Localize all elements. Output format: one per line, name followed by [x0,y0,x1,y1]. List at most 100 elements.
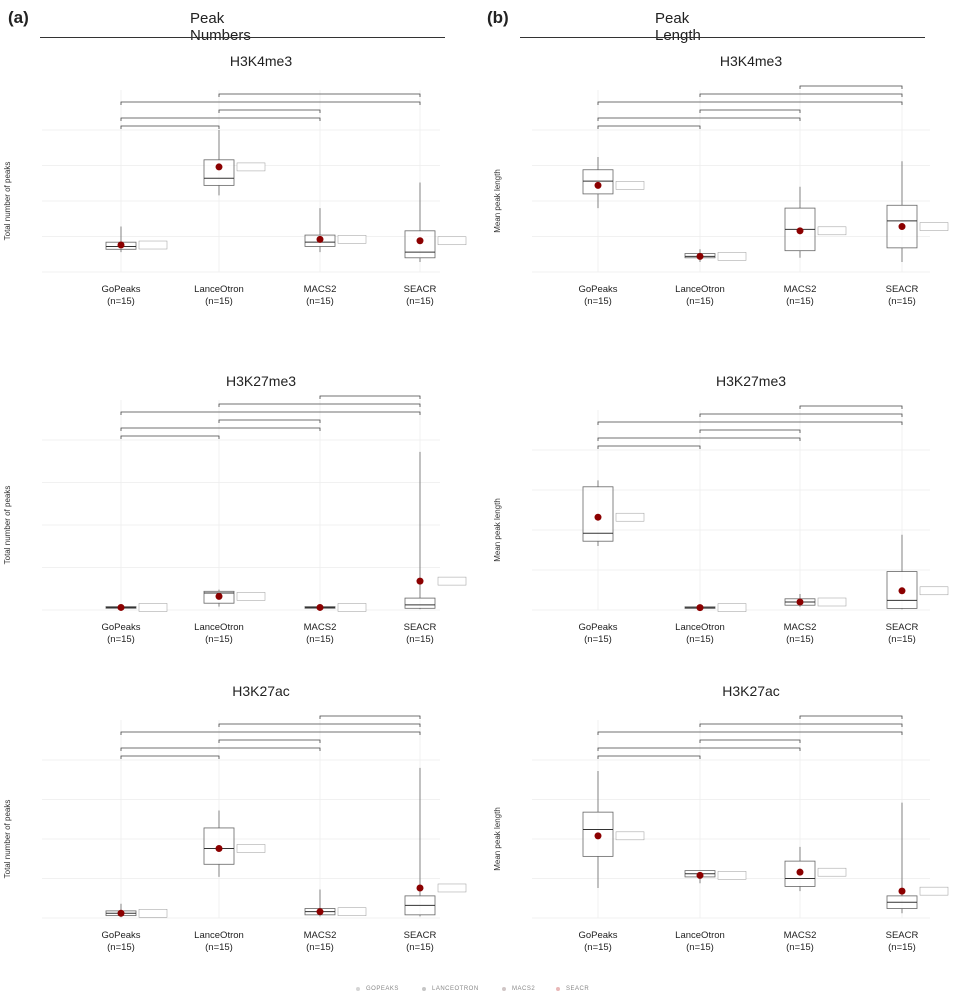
legend-item-macs2: MACS2 [512,986,536,992]
x-tick-label: (n=15) [306,634,334,645]
legend-item-gopeaks: GOPEAKS [366,986,399,992]
chart-title: H3K27ac [722,683,780,699]
mean-annotation [437,576,467,586]
chart-title: H3K4me3 [720,53,782,69]
mean-point [898,887,906,895]
mean-annotation [919,222,949,231]
x-tick-label: LanceOtron [194,930,244,941]
x-tick-label: GoPeaks [578,930,617,941]
x-tick-label: LanceOtron [675,930,725,941]
y-axis-label: Total number of peaks [3,486,12,565]
mean-annotation [437,883,467,893]
x-tick-label: GoPeaks [578,622,617,633]
significance-bracket [319,715,421,719]
mean-point [117,603,125,611]
x-tick-label: SEACR [404,284,437,295]
mean-annotation [138,240,168,250]
significance-bracket [699,723,903,727]
y-axis-label: Mean peak length [493,807,502,871]
x-tick-label: MACS2 [304,930,337,941]
significance-bracket [597,101,903,105]
significance-bracket [120,125,220,129]
x-tick-label: GoPeaks [578,284,617,295]
mean-point [117,241,125,249]
mean-point [215,844,223,852]
x-tick-label: GoPeaks [101,284,140,295]
x-tick-label: LanceOtron [194,622,244,633]
mean-annotation [437,236,467,246]
significance-bracket [120,435,220,439]
x-tick-label: (n=15) [205,942,233,953]
x-tick-label: SEACR [404,930,437,941]
x-tick-label: MACS2 [784,930,817,941]
mean-point [898,587,906,595]
x-tick-label: (n=15) [888,296,916,307]
significance-bracket [218,93,421,97]
mean-point [416,237,424,245]
legend-dot-macs2 [502,987,506,991]
significance-bracket [120,411,421,415]
significance-bracket [120,755,220,759]
significance-bracket [218,739,321,743]
legend-dot-seacr [556,987,560,991]
x-tick-label: (n=15) [686,634,714,645]
mean-annotation [817,597,847,607]
mean-point [594,513,602,521]
x-tick-label: (n=15) [306,942,334,953]
mean-annotation [337,603,367,612]
significance-bracket [120,117,321,121]
box [582,169,614,195]
x-tick-label: LanceOtron [194,284,244,295]
x-tick-label: (n=15) [584,296,612,307]
significance-bracket [597,125,701,129]
chart-title: H3K4me3 [230,53,292,69]
significance-bracket [799,85,903,89]
mean-annotation [236,592,266,601]
x-tick-label: (n=15) [786,296,814,307]
mean-annotation [919,886,949,896]
mean-annotation [337,235,367,244]
significance-bracket [699,739,801,743]
mean-point [594,181,602,189]
x-tick-label: (n=15) [584,942,612,953]
x-tick-label: (n=15) [306,296,334,307]
mean-annotation [236,162,266,172]
x-tick-label: (n=15) [406,942,434,953]
mean-annotation [919,586,949,596]
x-tick-label: MACS2 [304,284,337,295]
y-axis-label: Total number of peaks [3,162,12,241]
significance-bracket [218,723,421,727]
significance-bracket [597,421,903,425]
y-axis-label: Total number of peaks [3,800,12,879]
chart-title: H3K27me3 [716,373,786,389]
panel-a-title: Peak Numbers [190,10,251,44]
chart-a-h3k4me3: H3K4me3 Total number of peaks GoPeaks (n=15… [3,53,467,307]
x-tick-label: MACS2 [304,622,337,633]
significance-bracket [699,429,801,433]
significance-bracket [120,747,321,751]
y-axis-label: Mean peak length [493,169,502,233]
significance-bracket [120,427,321,431]
x-tick-label: SEACR [886,284,919,295]
box [404,597,436,609]
mean-point [215,163,223,171]
mean-point [117,909,125,917]
x-tick-label: MACS2 [784,284,817,295]
mean-annotation [717,871,747,880]
mean-annotation [615,831,645,841]
x-tick-label: (n=15) [888,942,916,953]
mean-point [316,603,324,611]
x-tick-label: (n=15) [107,634,135,645]
significance-bracket [218,403,421,407]
mean-annotation [615,181,645,190]
mean-point [796,868,804,876]
mean-point [696,604,704,612]
mean-point [796,227,804,235]
mean-annotation [337,907,367,916]
significance-bracket [699,93,903,97]
panel-a-letter: (a) [8,8,29,27]
chart-title: H3K27me3 [226,373,296,389]
legend-item-lanceotron: LANCEOTRON [432,986,479,992]
